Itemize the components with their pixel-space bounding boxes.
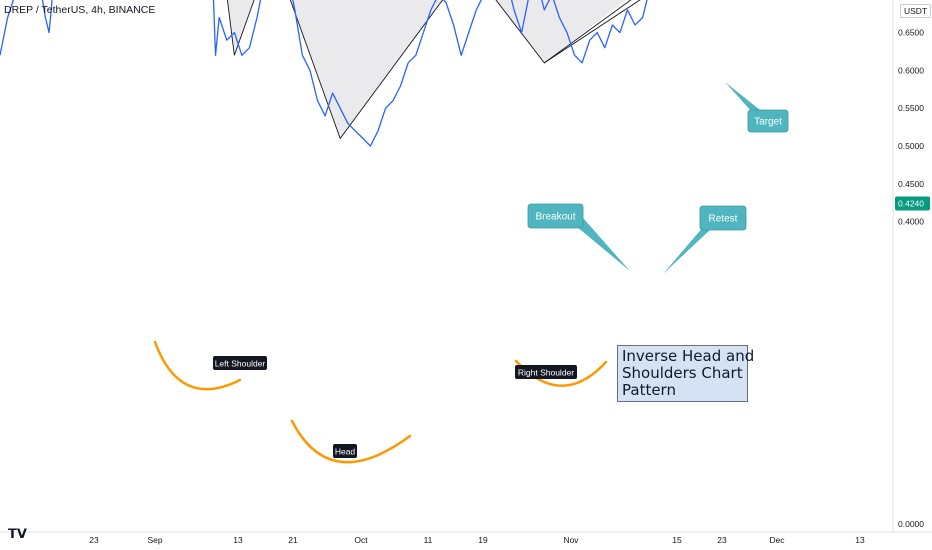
target-callout-text: Target <box>754 117 782 128</box>
y-tick-label: 0.4000 <box>898 217 924 227</box>
low-price-value: 0.4240 <box>898 198 924 208</box>
head-arc <box>290 419 412 464</box>
label-left-shoulder-bg <box>213 356 267 370</box>
tradingview-logo[interactable]: 𝗧𝗩 <box>8 526 27 541</box>
label-head: Head <box>333 444 357 458</box>
y-tick-label: 0.6500 <box>898 28 924 38</box>
pattern-shaded-area <box>227 0 627 139</box>
retest-callout-text: Retest <box>709 214 738 225</box>
x-tick-label: 19 <box>478 535 488 545</box>
low-price-badge <box>895 196 930 211</box>
retest-callout-pointer <box>663 226 712 274</box>
pattern-title-box: Inverse Head and Shoulders Chart Pattern <box>617 345 755 402</box>
label-right-shoulder-bg <box>515 365 577 379</box>
y-tick-label: 0.5500 <box>898 103 924 113</box>
pattern-title-line: Pattern <box>622 381 676 399</box>
x-tick-label: 11 <box>424 535 433 545</box>
x-tick-label: 21 <box>288 535 298 545</box>
support-trend-line <box>544 0 641 64</box>
x-tick-label: Nov <box>563 535 579 545</box>
left-shoulder-arc <box>153 340 242 391</box>
breakout-callout-pointer <box>576 218 630 271</box>
y-tick-label: 0.5000 <box>898 141 924 151</box>
y-tick-label: 0.0000 <box>898 519 924 529</box>
currency-label[interactable]: USDT <box>900 4 932 18</box>
price-series-line <box>0 0 648 147</box>
retest-callout: Retest <box>663 205 747 274</box>
label-head-text: Head <box>335 447 356 457</box>
x-tick-label: 13 <box>855 535 865 545</box>
x-tick-label: Oct <box>354 535 368 545</box>
price-axis-panel <box>893 0 932 550</box>
y-tick-label: 0.4500 <box>898 179 924 189</box>
label-right-shoulder: Right Shoulder <box>515 365 577 379</box>
breakout-callout: Breakout <box>527 203 630 271</box>
target-callout-bg <box>747 109 789 133</box>
breakout-callout-text: Breakout <box>535 212 575 223</box>
x-tick-label: 23 <box>89 535 99 545</box>
label-head-bg <box>333 444 357 458</box>
x-tick-label: 13 <box>233 535 243 545</box>
x-tick-label: Sep <box>147 535 162 545</box>
symbol-title[interactable]: DREP / TetherUS, 4h, BINANCE <box>4 4 156 16</box>
y-tick-label: 0.6000 <box>898 65 924 75</box>
pattern-title-line: Inverse Head and <box>622 347 755 365</box>
label-right-shoulder-text: Right Shoulder <box>518 368 574 378</box>
x-tick-label: 15 <box>672 535 682 545</box>
retest-callout-bg <box>699 205 747 231</box>
x-tick-label: 23 <box>717 535 727 545</box>
x-tick-label: Dec <box>769 535 785 545</box>
target-callout: Target <box>725 82 789 133</box>
label-left-shoulder: Left Shoulder <box>213 356 267 370</box>
label-left-shoulder-text: Left Shoulder <box>215 359 266 369</box>
breakout-callout-bg <box>527 203 584 229</box>
pattern-title-line: Shoulders Chart <box>622 364 743 382</box>
target-callout-pointer <box>725 82 760 112</box>
pattern-zigzag-line <box>226 0 632 140</box>
